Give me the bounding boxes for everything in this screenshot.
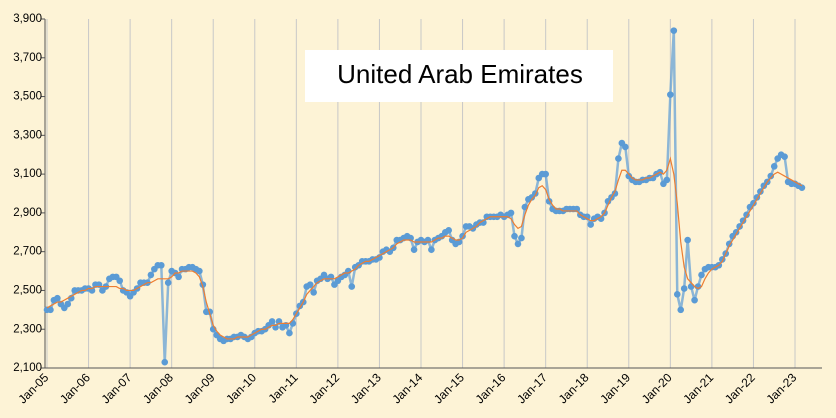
data-point [348, 283, 356, 290]
data-point [428, 246, 435, 254]
data-point [268, 318, 276, 325]
data-point [164, 279, 172, 286]
data-point [684, 236, 691, 244]
x-tick-label: Jan-07 [99, 370, 135, 406]
x-tick-label: Jan-22 [722, 370, 758, 406]
x-tick-label: Jan-21 [680, 370, 716, 406]
x-tick-label: Jan-19 [597, 370, 633, 406]
data-point [615, 155, 622, 162]
x-tick-label: Jan-10 [223, 370, 259, 406]
y-tick-label: 2,100 [13, 362, 42, 374]
data-point [687, 283, 695, 290]
data-point [691, 296, 698, 304]
data-point [673, 291, 681, 298]
data-point [47, 306, 54, 314]
x-tick-label: Jan-20 [639, 370, 675, 406]
data-point [306, 281, 314, 288]
data-point [410, 246, 418, 254]
data-point [286, 329, 293, 337]
data-point [670, 27, 678, 34]
data-point [445, 227, 453, 234]
data-point [54, 294, 61, 302]
data-point [157, 261, 165, 269]
x-tick-label: Jan-06 [57, 370, 93, 406]
data-point [770, 163, 778, 170]
data-point [767, 172, 775, 180]
data-point [518, 234, 525, 242]
data-point [511, 232, 518, 240]
data-point [161, 358, 169, 366]
y-tick-label: 2,300 [13, 323, 42, 335]
data-point [175, 273, 182, 281]
y-tick-label: 3,100 [13, 168, 42, 180]
data-point [514, 240, 522, 248]
x-tick-label: Jan-16 [473, 370, 509, 406]
x-tick-label: Jan-12 [306, 370, 342, 406]
y-tick-label: 2,500 [13, 284, 42, 296]
y-tick-label: 3,700 [13, 52, 42, 64]
data-point [64, 300, 72, 308]
x-tick-label: Jan-08 [140, 370, 176, 406]
y-tick-label: 2,900 [13, 207, 42, 219]
data-point [196, 267, 203, 275]
data-point [289, 320, 297, 327]
y-tick-label: 3,900 [13, 13, 42, 25]
series-line [46, 156, 803, 340]
data-point [663, 176, 671, 184]
data-point [116, 277, 124, 285]
x-tick-label: Jan-14 [390, 370, 426, 406]
data-point [680, 285, 688, 292]
x-tick-label: Jan-17 [514, 370, 550, 406]
y-tick-label: 3,500 [13, 91, 42, 103]
chart-title: United Arab Emirates [337, 59, 583, 89]
data-point [147, 271, 155, 279]
data-point [542, 170, 549, 178]
data-point [677, 306, 685, 314]
data-point [798, 184, 806, 191]
data-point [667, 91, 674, 98]
data-point [587, 221, 594, 228]
x-tick-label: Jan-23 [764, 370, 800, 406]
data-point [698, 271, 705, 279]
data-point [781, 153, 788, 160]
x-tick-label: Jan-11 [265, 370, 300, 405]
title-box [305, 50, 613, 102]
x-tick-label: Jan-05 [16, 370, 52, 406]
data-point [507, 209, 515, 217]
data-point [622, 143, 629, 151]
x-tick-label: Jan-13 [348, 370, 384, 406]
data-point [310, 289, 317, 296]
x-tick-label: Jan-18 [556, 370, 592, 406]
x-tick-label: Jan-15 [431, 370, 467, 406]
y-tick-label: 3,300 [13, 129, 42, 141]
y-tick-label: 2,700 [13, 246, 42, 258]
x-tick-label: Jan-09 [182, 370, 218, 406]
